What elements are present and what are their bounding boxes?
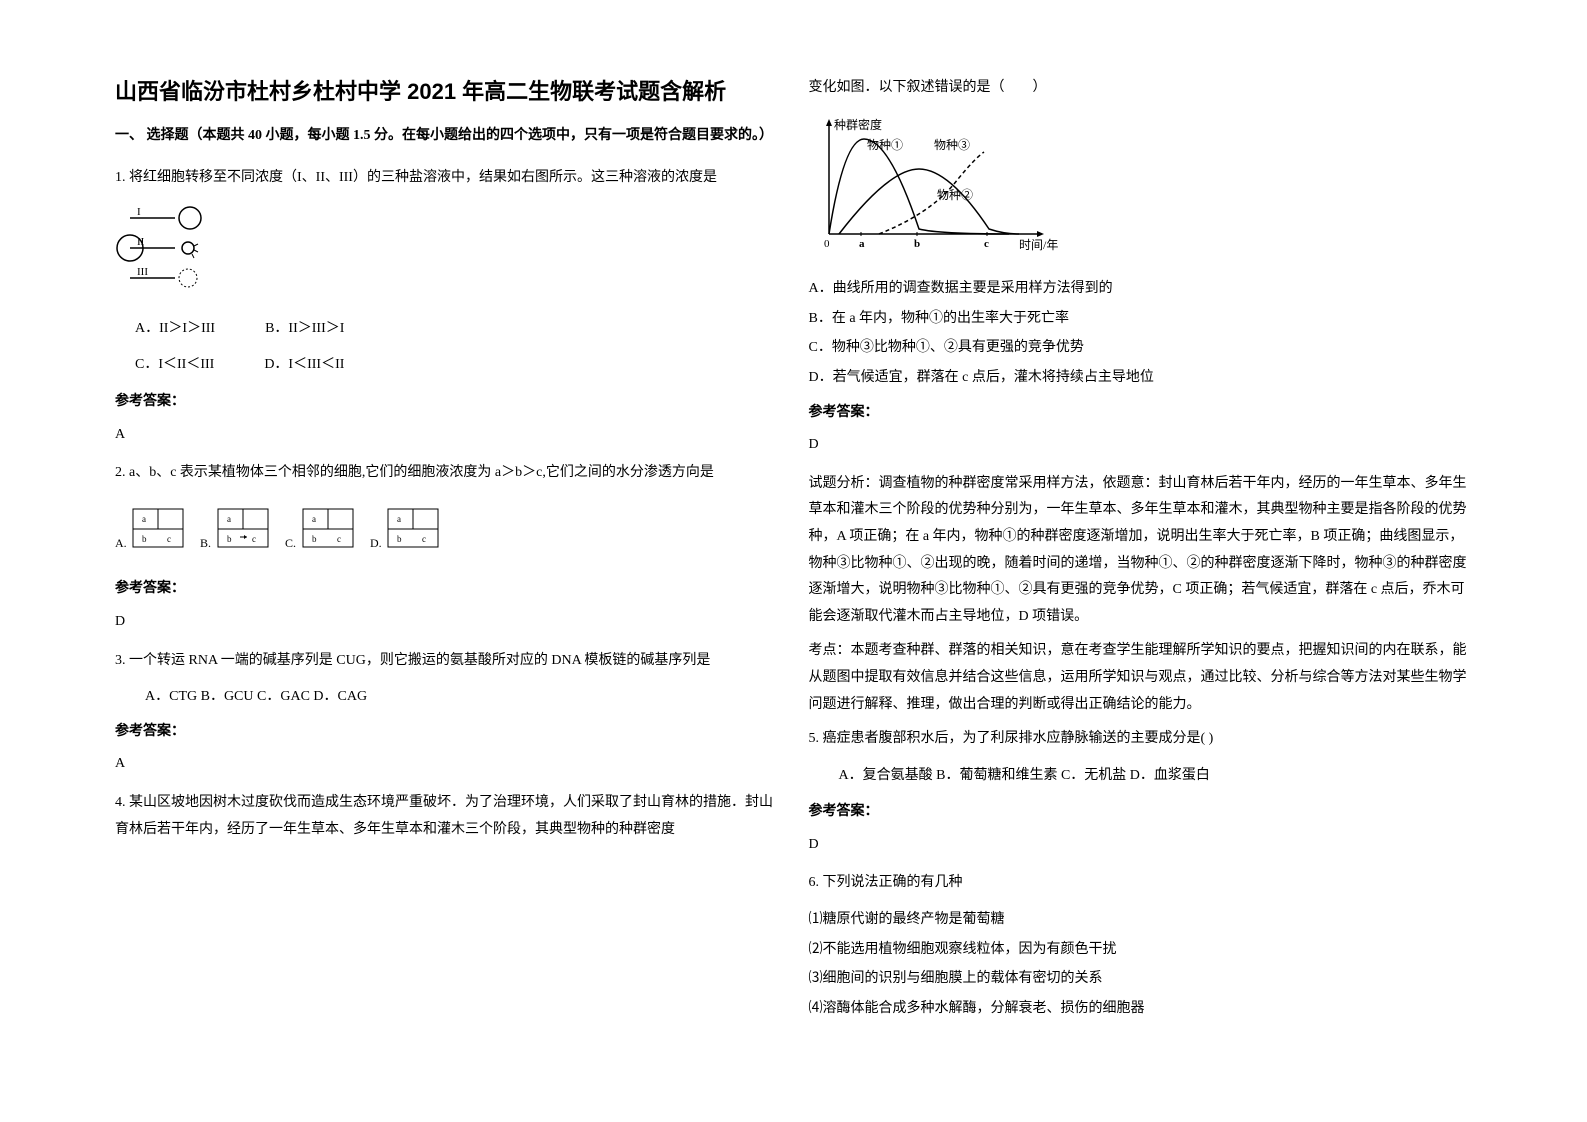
q4-analysis1: 试题分析：调查植物的种群密度常采用样方法，依题意：封山育林后若干年内，经历的一年… (809, 471, 1473, 631)
svg-text:c: c (422, 534, 426, 544)
q4-opt-a: A．曲线所用的调查数据主要是采用样方法得到的 (809, 276, 1473, 303)
svg-text:物种③: 物种③ (934, 138, 970, 152)
svg-text:III: III (137, 266, 148, 278)
q4-opt-c: C．物种③比物种①、②具有更强的竞争优势 (809, 335, 1473, 362)
svg-text:c: c (252, 534, 256, 544)
q2-answer: D (115, 609, 779, 636)
q3-answer: A (115, 751, 779, 778)
q1-answer: A (115, 422, 779, 449)
svg-text:时间/年: 时间/年 (1019, 238, 1058, 252)
left-column: 山西省临汾市杜村乡杜村中学 2021 年高二生物联考试题含解析 一、 选择题（本… (100, 75, 794, 1047)
q6-s4: ⑷溶酶体能合成多种水解酶，分解衰老、损伤的细胞器 (809, 996, 1473, 1023)
right-column: 变化如图．以下叙述错误的是（ ） 种群密度 时间/年 物种① 物种② 物种③ 0… (794, 75, 1488, 1047)
svg-text:b: b (227, 534, 232, 544)
q3-answer-label: 参考答案： (115, 719, 779, 746)
svg-text:物种①: 物种① (867, 138, 903, 152)
q1-opt-d: D．I＜III＜II (264, 352, 344, 379)
svg-text:a: a (397, 514, 401, 524)
svg-text:物种②: 物种② (937, 188, 973, 202)
q6-s3: ⑶细胞间的识别与细胞膜上的载体有密切的关系 (809, 966, 1473, 993)
q2-diagram: A. a b c B. a b c C. a b c D. (115, 499, 779, 565)
q2-answer-label: 参考答案： (115, 576, 779, 603)
q5-text: 5. 癌症患者腹部积水后，为了利尿排水应静脉输送的主要成分是( ) (809, 726, 1473, 753)
q3-options: A．CTG B．GCU C．GAC D．CAG (115, 684, 779, 711)
svg-text:b: b (312, 534, 317, 544)
q4-analysis2: 考点：本题考查种群、群落的相关知识，意在考查学生能理解所学知识的要点，把握知识间… (809, 638, 1473, 718)
q1-text: 1. 将红细胞转移至不同浓度（I、II、III）的三种盐溶液中，结果如右图所示。… (115, 165, 779, 192)
svg-text:D.: D. (370, 536, 382, 550)
svg-text:c: c (337, 534, 341, 544)
svg-text:c: c (167, 534, 171, 544)
q4-text-p1: 4. 某山区坡地因树木过度砍伐而造成生态环境严重破坏．为了治理环境，人们采取了封… (115, 790, 779, 843)
q6-text: 6. 下列说法正确的有几种 (809, 870, 1473, 897)
section-header: 一、 选择题（本题共 40 小题，每小题 1.5 分。在每小题给出的四个选项中，… (115, 123, 779, 150)
q4-answer-label: 参考答案： (809, 400, 1473, 427)
q4-opt-b: B．在 a 年内，物种①的出生率大于死亡率 (809, 306, 1473, 333)
svg-text:I: I (137, 206, 141, 218)
q4-opt-d: D．若气候适宜，群落在 c 点后，灌木将持续占主导地位 (809, 365, 1473, 392)
svg-text:a: a (142, 514, 146, 524)
q1-options-row2: C．I＜II＜III D．I＜III＜II (115, 352, 779, 379)
q1-opt-a: A．II＞I＞III (135, 316, 215, 343)
svg-text:b: b (397, 534, 402, 544)
q4-text-p2: 变化如图．以下叙述错误的是（ ） (809, 75, 1473, 102)
svg-text:b: b (142, 534, 147, 544)
svg-text:0: 0 (824, 238, 830, 250)
svg-text:C.: C. (285, 536, 296, 550)
svg-text:b: b (914, 238, 920, 250)
svg-text:a: a (859, 238, 865, 250)
q3-text: 3. 一个转运 RNA 一端的碱基序列是 CUG，则它搬运的氨基酸所对应的 DN… (115, 648, 779, 675)
q4-chart: 种群密度 时间/年 物种① 物种② 物种③ 0 a b c (809, 114, 1473, 265)
svg-text:a: a (312, 514, 316, 524)
q5-answer: D (809, 832, 1473, 859)
q6-s2: ⑵不能选用植物细胞观察线粒体，因为有颜色干扰 (809, 937, 1473, 964)
q5-answer-label: 参考答案： (809, 799, 1473, 826)
document-title: 山西省临汾市杜村乡杜村中学 2021 年高二生物联考试题含解析 (115, 75, 779, 108)
q1-options-row1: A．II＞I＞III B．II＞III＞I (115, 316, 779, 343)
q1-opt-c: C．I＜II＜III (135, 352, 214, 379)
q1-diagram: I II III (115, 203, 779, 304)
q5-options: A．复合氨基酸 B．葡萄糖和维生素 C．无机盐 D．血浆蛋白 (809, 763, 1473, 790)
q1-answer-label: 参考答案： (115, 389, 779, 416)
q2-text: 2. a、b、c 表示某植物体三个相邻的细胞,它们的细胞液浓度为 a＞b＞c,它… (115, 460, 779, 487)
q4-answer: D (809, 432, 1473, 459)
svg-text:a: a (227, 514, 231, 524)
q1-opt-b: B．II＞III＞I (265, 316, 344, 343)
svg-text:种群密度: 种群密度 (834, 117, 882, 132)
q6-s1: ⑴糖原代谢的最终产物是葡萄糖 (809, 907, 1473, 934)
svg-text:c: c (984, 238, 989, 250)
svg-text:A.: A. (115, 536, 127, 550)
svg-text:B.: B. (200, 536, 211, 550)
